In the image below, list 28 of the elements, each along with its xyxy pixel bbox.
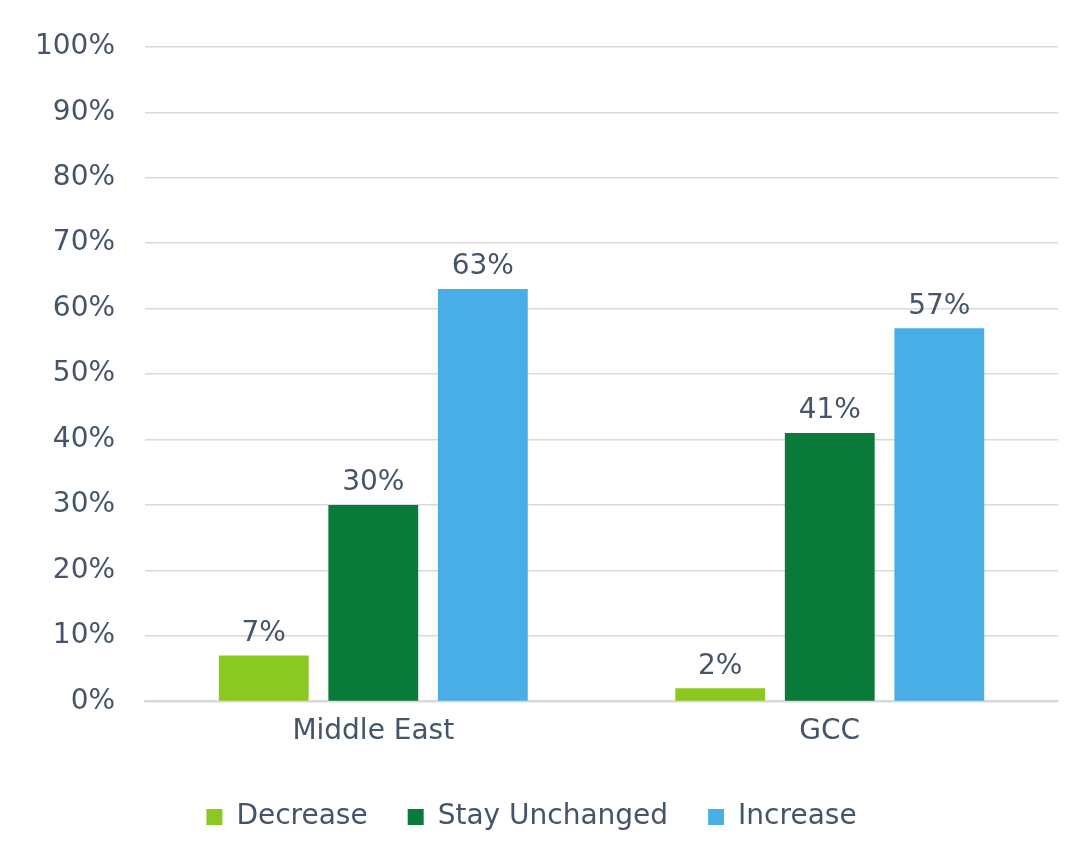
bar — [894, 328, 985, 701]
x-tick-label: Middle East — [292, 713, 455, 747]
y-tick-label: 40% — [52, 420, 116, 454]
y-tick-label: 30% — [52, 486, 116, 520]
y-tick-label: 60% — [52, 289, 116, 323]
data-label: 2% — [698, 647, 743, 681]
x-tick-label: GCC — [799, 713, 861, 747]
y-tick-label: 50% — [52, 355, 116, 389]
y-tick-label: 100% — [34, 28, 116, 62]
y-tick-label: 20% — [52, 551, 116, 585]
y-tick-label: 80% — [52, 159, 116, 192]
bar — [784, 433, 875, 701]
data-label: 63% — [451, 248, 514, 282]
data-label: 7% — [241, 614, 286, 648]
legend-label: Increase — [738, 798, 857, 832]
y-tick-label: 10% — [52, 617, 116, 651]
bar — [675, 688, 766, 701]
bar — [328, 505, 419, 701]
y-tick-label: 90% — [52, 93, 116, 127]
data-label: 57% — [908, 287, 971, 321]
bar — [218, 655, 309, 701]
y-tick-label: 70% — [52, 224, 116, 258]
y-tick-label: 0% — [70, 682, 116, 716]
data-label: 30% — [342, 464, 405, 498]
legend-label: Stay Unchanged — [437, 798, 669, 832]
legend-label: Decrease — [236, 798, 368, 832]
bar — [437, 289, 528, 701]
data-label: 41% — [798, 392, 861, 426]
